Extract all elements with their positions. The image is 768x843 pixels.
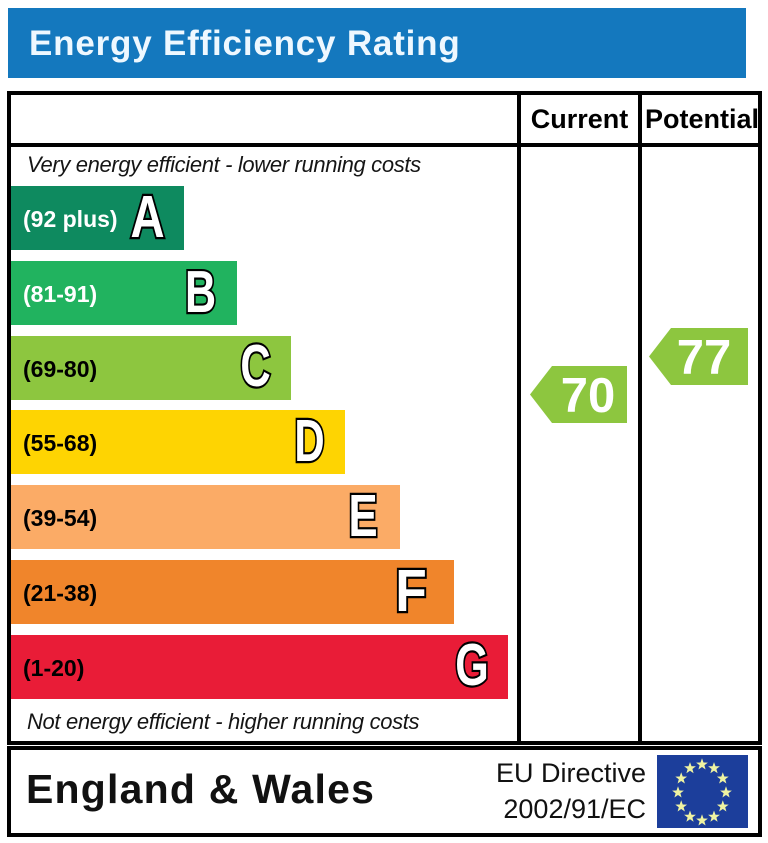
svg-text:F: F — [395, 558, 426, 624]
svg-text:C: C — [240, 333, 270, 399]
svg-text:D: D — [294, 408, 324, 474]
svg-text:B: B — [185, 258, 216, 324]
svg-text:77: 77 — [677, 331, 732, 385]
svg-text:A: A — [130, 185, 164, 250]
svg-text:70: 70 — [561, 369, 616, 423]
svg-text:E: E — [348, 483, 377, 549]
svg-text:G: G — [455, 631, 488, 697]
